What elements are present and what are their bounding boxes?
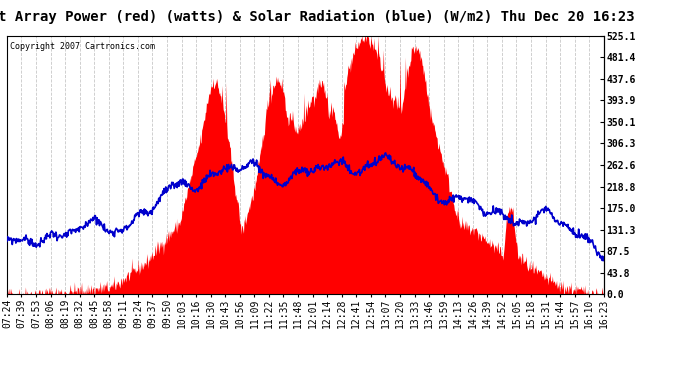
Text: Copyright 2007 Cartronics.com: Copyright 2007 Cartronics.com [10,42,155,51]
Text: East Array Power (red) (watts) & Solar Radiation (blue) (W/m2) Thu Dec 20 16:23: East Array Power (red) (watts) & Solar R… [0,9,634,24]
